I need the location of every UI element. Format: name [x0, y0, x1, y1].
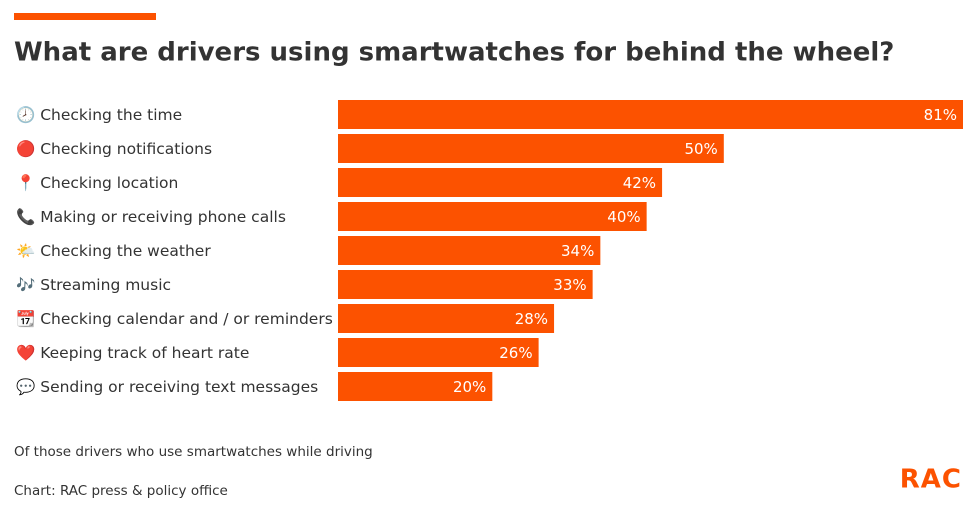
bar: [338, 304, 555, 333]
bar: [338, 372, 493, 401]
value-label: 20%: [453, 378, 486, 396]
value-label: 81%: [924, 106, 957, 124]
bar: [338, 168, 663, 197]
chart-title: What are drivers using smartwatches for …: [14, 38, 894, 68]
bar: [338, 100, 963, 129]
value-label: 33%: [553, 276, 586, 294]
note: Of those drivers who use smartwatches wh…: [14, 444, 373, 460]
source: Chart: RAC press & policy office: [14, 483, 228, 499]
bar: [338, 236, 601, 265]
bar: [338, 338, 539, 367]
value-label: 26%: [499, 344, 532, 362]
brand-logo: RAC: [900, 465, 962, 495]
category-label: 📆 Checking calendar and / or reminders: [16, 309, 333, 328]
bar: [338, 270, 593, 299]
value-label: 28%: [515, 310, 548, 328]
category-label: 💬 Sending or receiving text messages: [16, 377, 318, 396]
category-label: 🎶 Streaming music: [16, 276, 171, 294]
value-label: 42%: [623, 174, 656, 192]
bar: [338, 202, 647, 231]
value-label: 34%: [561, 242, 594, 260]
category-label: 🔴 Checking notifications: [16, 139, 212, 158]
value-label: 40%: [607, 208, 640, 226]
category-label: ❤️ Keeping track of heart rate: [16, 344, 249, 362]
category-label: 📞 Making or receiving phone calls: [16, 206, 286, 226]
category-label: 📍 Checking location: [16, 173, 178, 192]
bar: [338, 134, 724, 163]
category-label: 🌤️ Checking the weather: [16, 242, 211, 260]
value-label: 50%: [684, 140, 717, 158]
accent-bar: [14, 13, 156, 20]
category-label: 🕗 Checking the time: [16, 105, 182, 124]
